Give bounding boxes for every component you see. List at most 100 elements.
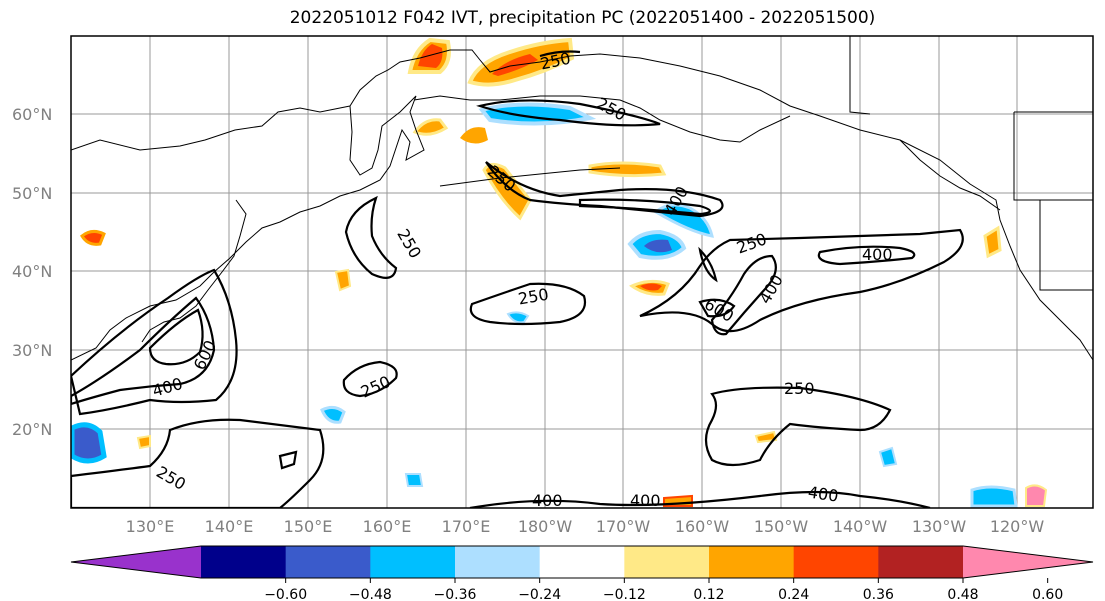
contour-label: 400: [862, 245, 893, 264]
colorbar-tick-label: −0.60: [264, 587, 307, 601]
lon-tick-label: 160°W: [675, 517, 730, 536]
contour-label: 400: [532, 491, 563, 510]
map-frame: [70, 35, 1094, 509]
lon-tick-label: 120°W: [990, 517, 1045, 536]
contour-label: 250: [593, 94, 629, 125]
precip-blob: [970, 485, 1018, 508]
colorbar-swatch: [201, 546, 287, 578]
lat-tick-label: 30°N: [12, 341, 52, 360]
lat-tick-label: 40°N: [12, 262, 52, 281]
precip-blob: [640, 283, 662, 291]
coastline-aleutians: [439, 167, 621, 187]
precip-blob: [404, 473, 424, 487]
ivt-contour-600: [698, 298, 736, 318]
lon-tick-label: 140°W: [833, 517, 888, 536]
precip-blob: [506, 311, 530, 324]
ivt-contour-250: [469, 282, 587, 326]
colorbar-tick-label: 0.36: [863, 587, 894, 601]
precip-blob: [418, 44, 443, 68]
coastlines: [71, 49, 1093, 361]
precip-blob: [754, 430, 778, 444]
contour-label: 400: [630, 491, 661, 510]
precip-shading: [71, 37, 1048, 508]
ivt-contour-250: [704, 386, 892, 467]
coastline-asia: [71, 95, 425, 361]
lon-tick-label: 170°E: [442, 517, 491, 536]
precip-blob: [460, 127, 488, 144]
precip-blob: [71, 422, 107, 464]
ivt-contour-250: [539, 50, 581, 58]
lon-tick-label: 160°E: [363, 517, 412, 536]
ivt-contour-600: [148, 308, 204, 366]
contour-label: 250: [734, 229, 769, 257]
precip-blob: [80, 229, 106, 246]
lon-tick-label: 140°E: [205, 517, 254, 536]
precip-blob: [478, 102, 597, 126]
ivt-contour-250: [278, 450, 298, 470]
ivt-contour-400: [578, 198, 712, 216]
ivt-contours: [71, 50, 964, 508]
coastline-alaska: [413, 95, 791, 143]
colorbar-tick-label: −0.12: [603, 587, 646, 601]
boundary-line: [849, 36, 871, 115]
ivt-contour-400: [710, 254, 777, 336]
ivt-contour-400: [71, 296, 216, 406]
ivt-contour-250: [71, 418, 325, 508]
lon-tick-label: 150°W: [754, 517, 809, 536]
colorbar-swatch: [370, 546, 456, 578]
coastline-japan: [141, 199, 247, 343]
contour-label: 250: [393, 226, 425, 262]
colorbar-tick-label: 0.60: [1032, 587, 1063, 601]
colorbar: −0.60 −0.48 −0.36 −0.24 −0.12 0.12 0.24 0.36 0.4…: [70, 545, 1094, 601]
ivt-contour-250: [71, 268, 238, 416]
precip-blob: [334, 268, 352, 292]
longitude-labels: 130°E 140°E 150°E 160°E 170°E 180°W 170°W 160°W…: [126, 517, 1045, 536]
precip-blob: [588, 161, 667, 178]
plot-area: 250 250 250 250 250 250 250 250 400 400 …: [71, 36, 1093, 510]
lon-tick-label: 150°E: [284, 517, 333, 536]
colorbar-extend-low: [71, 546, 201, 578]
ivt-contour-250: [476, 99, 661, 127]
precip-blob: [983, 225, 1002, 259]
contour-label: 400: [755, 271, 787, 307]
ivt-contour-250: [485, 161, 724, 218]
plot-title: 2022051012 F042 IVT, precipitation PC (2…: [289, 8, 876, 28]
contour-label: 250: [153, 462, 189, 494]
lon-tick-label: 130°W: [912, 517, 967, 536]
ivt-contour-250: [342, 360, 398, 398]
coastline-nw-coast: [899, 139, 1001, 211]
precip-blob: [644, 239, 672, 253]
colorbar-outline: [70, 545, 1094, 579]
precip-blob: [878, 446, 898, 468]
ivt-contour-400: [817, 245, 916, 266]
lat-tick-label: 20°N: [12, 420, 52, 439]
coastline-kamchatka: [349, 49, 1093, 361]
political-boundaries: [849, 36, 1093, 291]
colorbar-swatch: [878, 546, 964, 578]
precip-blob: [1025, 484, 1048, 507]
contour-label: 250: [358, 372, 394, 402]
lon-tick-label: 170°W: [596, 517, 651, 536]
contour-label: 400: [807, 483, 840, 506]
lon-tick-label: 180°W: [518, 517, 573, 536]
lon-tick-label: 130°E: [126, 517, 175, 536]
colorbar-tick-label: 0.24: [778, 587, 809, 601]
precip-blob: [136, 434, 151, 450]
ivt-contour-250: [639, 228, 964, 333]
colorbar-tick-label: −0.48: [349, 587, 392, 601]
lat-tick-label: 60°N: [12, 105, 52, 124]
colorbar-tick-label: 0.48: [947, 587, 978, 601]
colorbar-swatch: [539, 546, 625, 578]
precip-blob: [320, 405, 346, 424]
contour-label: 250: [784, 379, 815, 398]
contour-label: 400: [150, 374, 185, 401]
ivt-contour-400: [469, 490, 931, 508]
contour-label: 600: [190, 337, 220, 373]
lat-tick-label: 50°N: [12, 184, 52, 203]
ivt-contour-250: [344, 195, 398, 279]
colorbar-swatch: [793, 546, 879, 578]
boundary-line: [1013, 112, 1093, 201]
colorbar-swatch: [285, 546, 371, 578]
latitude-labels: 60°N 50°N 40°N 30°N 20°N: [12, 105, 52, 439]
